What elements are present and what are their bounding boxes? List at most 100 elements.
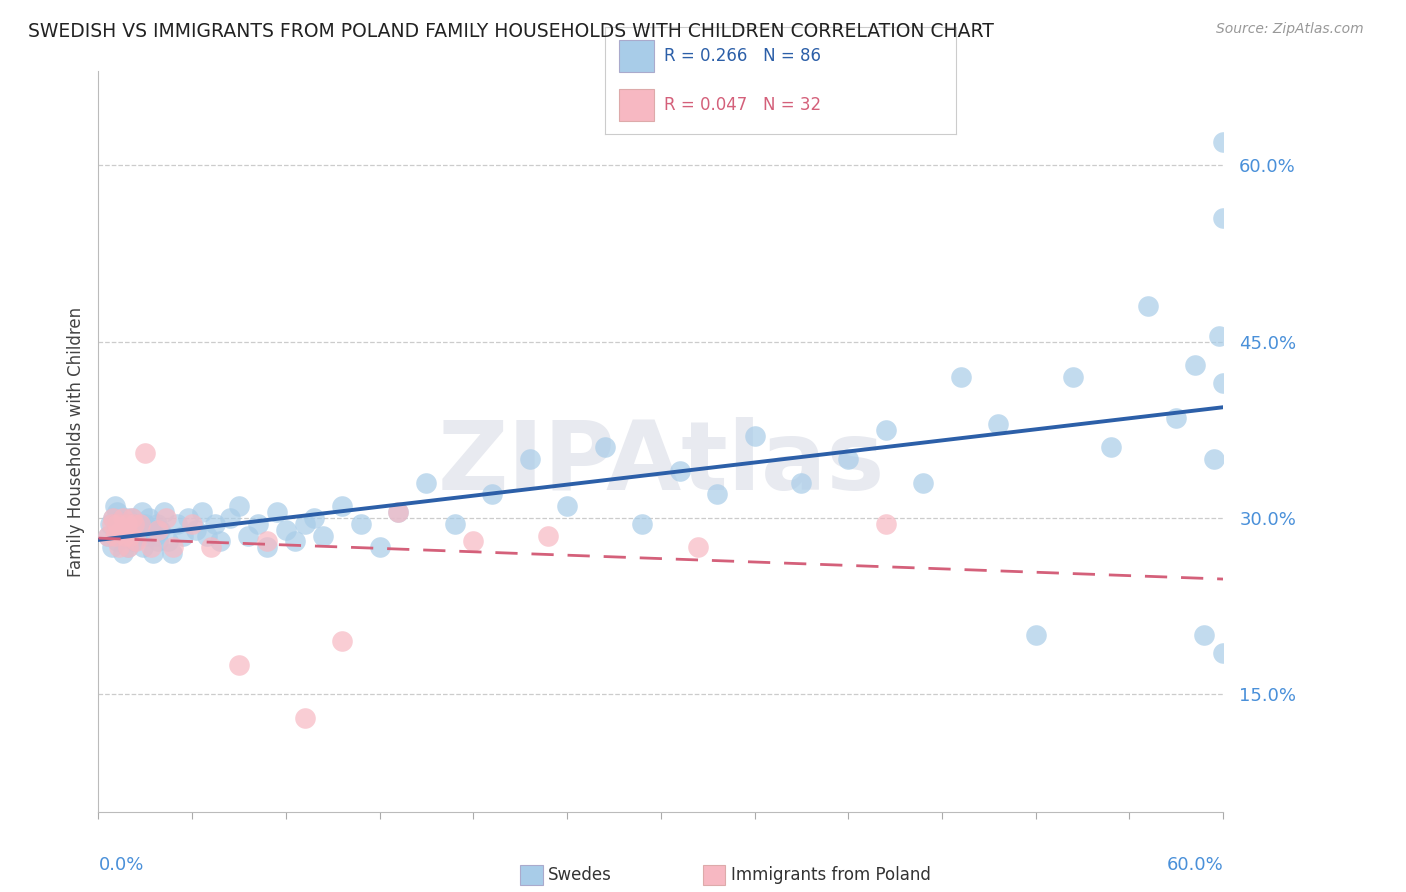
- Point: [136, 528, 159, 542]
- Point: [166, 516, 188, 531]
- Point: [415, 475, 437, 490]
- Point: [387, 505, 409, 519]
- Point: [121, 511, 143, 525]
- Point: [1212, 135, 1234, 149]
- Point: [108, 523, 131, 537]
- Point: [105, 505, 128, 519]
- Point: [443, 516, 465, 531]
- Point: [1208, 328, 1230, 343]
- Point: [790, 475, 813, 490]
- Point: [519, 452, 541, 467]
- Point: [115, 516, 138, 531]
- Point: [108, 541, 131, 555]
- Point: [143, 528, 166, 542]
- Point: [184, 523, 207, 537]
- Point: [875, 423, 897, 437]
- Point: [104, 528, 127, 542]
- Point: [744, 428, 766, 442]
- Point: [302, 511, 325, 525]
- Point: [1194, 628, 1216, 642]
- Point: [1099, 441, 1122, 455]
- Point: [1212, 646, 1234, 660]
- Point: [98, 516, 121, 531]
- Point: [266, 505, 288, 519]
- Point: [128, 523, 150, 537]
- Point: [103, 511, 125, 525]
- Point: [190, 505, 212, 519]
- Point: [368, 541, 391, 555]
- Point: [1062, 370, 1084, 384]
- Point: [330, 499, 353, 513]
- Point: [238, 528, 260, 542]
- Point: [138, 511, 160, 525]
- Point: [121, 511, 143, 525]
- Point: [1212, 211, 1234, 226]
- Point: [209, 534, 232, 549]
- Point: [103, 511, 125, 525]
- Point: [114, 528, 136, 542]
- Text: Source: ZipAtlas.com: Source: ZipAtlas.com: [1216, 22, 1364, 37]
- Point: [148, 534, 170, 549]
- Bar: [619, 39, 654, 71]
- Point: [387, 505, 409, 519]
- Text: Immigrants from Poland: Immigrants from Poland: [731, 866, 931, 884]
- Point: [256, 534, 278, 549]
- Point: [688, 541, 710, 555]
- Point: [631, 516, 654, 531]
- Point: [350, 516, 373, 531]
- Point: [200, 541, 222, 555]
- Point: [593, 441, 616, 455]
- Point: [105, 516, 128, 531]
- Point: [111, 511, 134, 525]
- Y-axis label: Family Households with Children: Family Households with Children: [66, 307, 84, 576]
- Point: [987, 417, 1010, 431]
- Point: [115, 511, 138, 525]
- Point: [131, 505, 153, 519]
- Point: [1212, 376, 1234, 390]
- Point: [122, 534, 145, 549]
- Text: Swedes: Swedes: [548, 866, 612, 884]
- Point: [100, 541, 122, 555]
- Point: [195, 528, 218, 542]
- Point: [837, 452, 859, 467]
- Point: [875, 516, 897, 531]
- Point: [668, 464, 690, 478]
- Point: [134, 516, 156, 531]
- Point: [463, 534, 485, 549]
- Point: [256, 541, 278, 555]
- Point: [246, 516, 269, 531]
- Point: [148, 523, 170, 537]
- Point: [100, 516, 122, 531]
- Point: [145, 516, 167, 531]
- Point: [115, 528, 138, 542]
- Point: [97, 528, 120, 542]
- Point: [706, 487, 728, 501]
- Text: 0.0%: 0.0%: [98, 856, 143, 874]
- Point: [111, 546, 134, 560]
- Point: [228, 657, 250, 672]
- Point: [204, 516, 226, 531]
- Point: [1025, 628, 1047, 642]
- Bar: [619, 89, 654, 121]
- Point: [117, 541, 139, 555]
- Point: [912, 475, 935, 490]
- Point: [1202, 452, 1225, 467]
- Point: [274, 523, 297, 537]
- Point: [330, 634, 353, 648]
- Point: [162, 541, 184, 555]
- Point: [139, 523, 162, 537]
- Point: [110, 528, 132, 542]
- Text: SWEDISH VS IMMIGRANTS FROM POLAND FAMILY HOUSEHOLDS WITH CHILDREN CORRELATION CH: SWEDISH VS IMMIGRANTS FROM POLAND FAMILY…: [28, 22, 994, 41]
- Point: [114, 516, 136, 531]
- Point: [105, 534, 128, 549]
- Point: [134, 446, 156, 460]
- Point: [312, 528, 335, 542]
- Point: [555, 499, 578, 513]
- Point: [1166, 411, 1188, 425]
- Point: [172, 528, 194, 542]
- Point: [537, 528, 560, 542]
- Point: [117, 541, 139, 555]
- Point: [142, 546, 165, 560]
- Point: [149, 523, 172, 537]
- Point: [177, 511, 200, 525]
